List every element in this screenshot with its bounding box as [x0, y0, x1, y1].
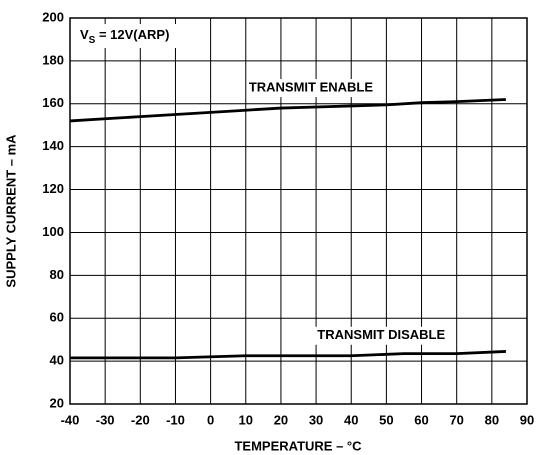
series-label: TRANSMIT DISABLE [317, 327, 445, 342]
annotation-bg [73, 24, 203, 48]
y-tick-label: 80 [50, 267, 64, 282]
series-label-bg [313, 326, 450, 345]
y-tick-label: 40 [50, 353, 64, 368]
annotation-main: V [80, 27, 89, 42]
y-tick-label: 140 [42, 138, 64, 153]
annotation-rest: = 12V(ARP) [95, 27, 169, 42]
x-tick-label: -10 [166, 412, 185, 427]
y-tick-label: 100 [42, 224, 64, 239]
x-tick-label: 80 [485, 412, 499, 427]
x-tick-label: -30 [96, 412, 115, 427]
y-tick-label: 160 [42, 95, 64, 110]
x-tick-label: 0 [207, 412, 214, 427]
annotation-sub: S [89, 35, 96, 46]
annotation: VS = 12V(ARP) [80, 27, 169, 45]
x-tick-label: -40 [61, 412, 80, 427]
x-tick-label: 20 [274, 412, 288, 427]
plot-frame [69, 17, 528, 405]
y-tick-label: 200 [42, 9, 64, 24]
y-tick-label: 180 [42, 52, 64, 67]
series-label: TRANSMIT ENABLE [249, 80, 374, 95]
x-tick-label: -20 [131, 412, 150, 427]
x-tick-label: 60 [414, 412, 428, 427]
x-tick-label: 10 [239, 412, 253, 427]
y-axis-label: SUPPLY CURRENT – mA [3, 134, 18, 288]
y-tick-label: 60 [50, 310, 64, 325]
series-label-bg [247, 79, 375, 98]
x-axis-label: TEMPERATURE – °C [234, 438, 362, 453]
series-line [69, 98, 506, 123]
x-tick-label: 30 [309, 412, 323, 427]
series-line [70, 350, 506, 360]
x-tick-label: 50 [379, 412, 393, 427]
x-tick-label: 40 [344, 412, 358, 427]
y-tick-label: 20 [50, 395, 64, 410]
x-tick-label: 90 [520, 412, 534, 427]
y-tick-label: 120 [42, 181, 64, 196]
x-tick-label: 70 [449, 412, 463, 427]
